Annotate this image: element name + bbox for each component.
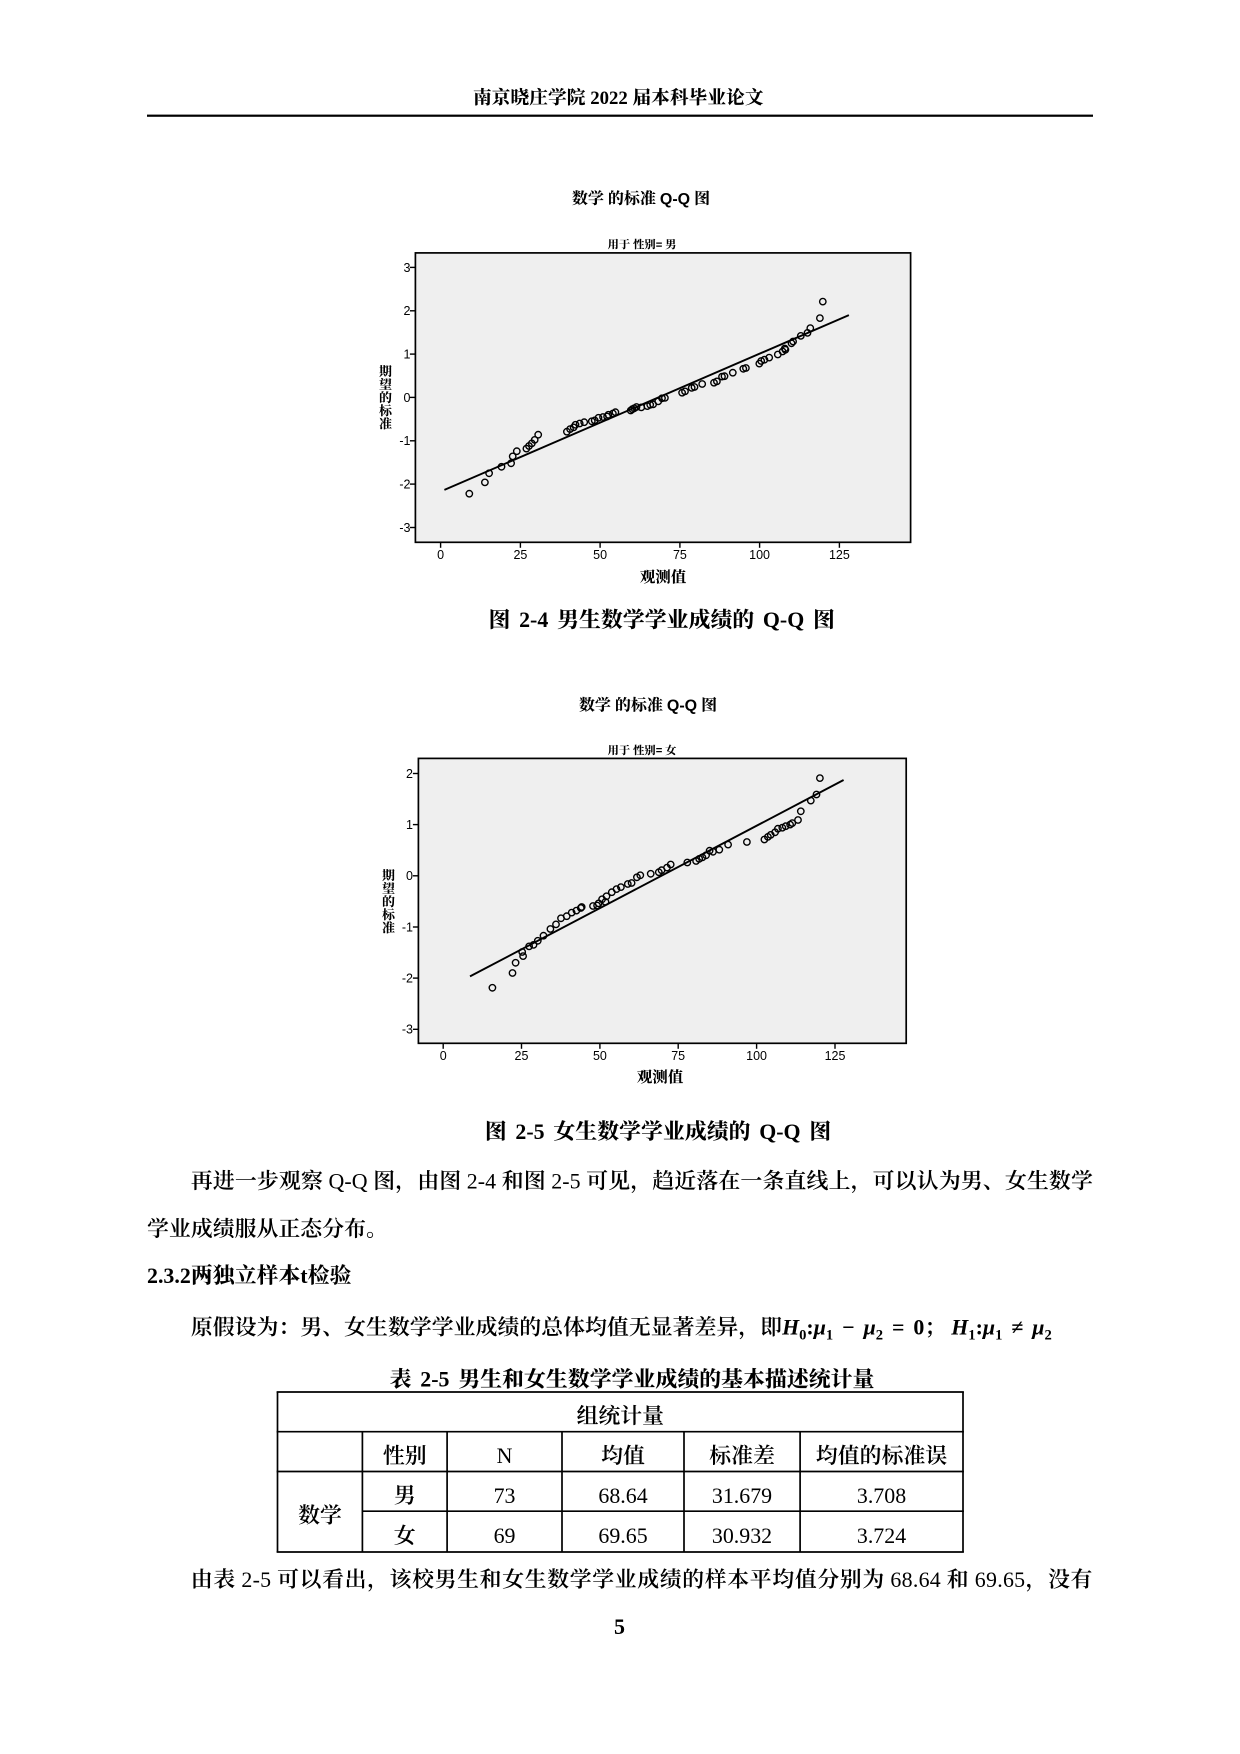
svg-text:-3: -3 [399,521,410,535]
svg-text:1: 1 [826,1327,833,1343]
svg-text:69: 69 [494,1523,516,1548]
svg-text:3: 3 [404,261,411,275]
svg-text:≠: ≠ [1011,1315,1023,1340]
svg-text:Q-Q: Q-Q [759,1119,800,1144]
svg-text:Q-Q: Q-Q [329,1168,368,1193]
svg-text:2-5: 2-5 [515,1119,544,1144]
svg-text:Q-Q: Q-Q [763,607,804,632]
svg-text:125: 125 [825,1049,846,1063]
svg-text:3.724: 3.724 [857,1523,906,1548]
svg-text:t: t [300,1263,308,1288]
svg-text:50: 50 [593,1049,607,1063]
svg-text:2-5: 2-5 [551,1168,580,1193]
svg-text:=: = [656,745,663,757]
svg-text:68.64: 68.64 [890,1567,941,1592]
svg-text:H: H [781,1315,800,1340]
svg-text:68.64: 68.64 [598,1483,647,1508]
svg-text:75: 75 [673,548,687,562]
svg-text:3.708: 3.708 [857,1483,906,1508]
svg-text:Q-Q: Q-Q [660,191,690,208]
svg-text:1: 1 [404,348,411,362]
svg-text::: : [806,1315,813,1340]
svg-text:100: 100 [749,548,770,562]
svg-text:50: 50 [593,548,607,562]
svg-text:μ: μ [1031,1315,1044,1340]
svg-text:=: = [892,1315,904,1340]
svg-text:−: − [842,1315,854,1340]
svg-text:H: H [950,1315,969,1340]
svg-text:-2: -2 [402,972,413,986]
svg-text:-1: -1 [402,920,413,934]
svg-text:0: 0 [440,1049,447,1063]
svg-text:2-5: 2-5 [241,1567,271,1592]
svg-text:-2: -2 [399,478,410,492]
svg-text:25: 25 [513,548,527,562]
svg-text:μ: μ [863,1315,876,1340]
svg-text:2: 2 [1045,1327,1052,1343]
svg-text:-1: -1 [399,434,410,448]
svg-text:Q-Q: Q-Q [667,697,697,714]
svg-text:N: N [497,1443,513,1468]
svg-text:25: 25 [515,1049,529,1063]
svg-text:2022: 2022 [590,88,628,109]
svg-text:5: 5 [614,1614,625,1639]
svg-text:31.679: 31.679 [712,1483,772,1508]
svg-text:69.65: 69.65 [598,1523,647,1548]
svg-text:0: 0 [799,1327,806,1343]
svg-text:0: 0 [406,869,413,883]
svg-text:73: 73 [494,1483,516,1508]
svg-text:1: 1 [995,1327,1002,1343]
svg-text:2.3.2: 2.3.2 [147,1263,191,1288]
svg-text::: : [976,1315,983,1340]
svg-text:2-5: 2-5 [420,1367,449,1392]
svg-text:2-4: 2-4 [519,607,548,632]
svg-text:2: 2 [876,1327,883,1343]
svg-text:1: 1 [406,818,413,832]
svg-text:-3: -3 [402,1023,413,1037]
svg-text:0: 0 [404,391,411,405]
svg-text:2-4: 2-4 [467,1168,496,1193]
svg-text:0: 0 [913,1315,924,1340]
svg-text:30.932: 30.932 [712,1523,772,1548]
svg-text:=: = [656,239,663,251]
svg-text:0: 0 [437,548,444,562]
svg-text:2: 2 [404,304,411,318]
svg-text:125: 125 [829,548,850,562]
svg-text:69.65: 69.65 [975,1567,1026,1592]
svg-text:μ: μ [982,1315,995,1340]
svg-text:100: 100 [746,1049,767,1063]
svg-text:1: 1 [968,1327,975,1343]
svg-text:μ: μ [813,1315,826,1340]
svg-text:2: 2 [406,767,413,781]
svg-text:75: 75 [671,1049,685,1063]
